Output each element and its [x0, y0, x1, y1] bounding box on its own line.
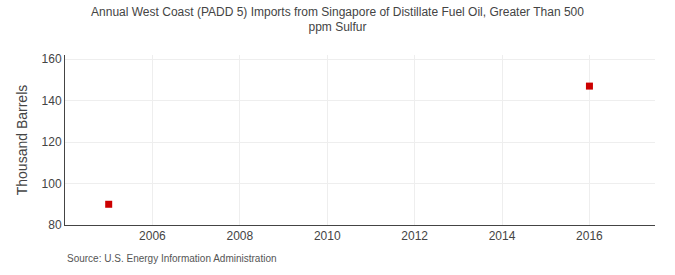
svg-text:2012: 2012: [401, 229, 428, 243]
svg-text:80: 80: [48, 218, 62, 232]
svg-text:Annual West Coast (PADD 5) Imp: Annual West Coast (PADD 5) Imports from …: [91, 5, 584, 35]
svg-text:2006: 2006: [139, 229, 166, 243]
svg-text:2014: 2014: [489, 229, 516, 243]
svg-text:160: 160: [42, 52, 62, 66]
svg-text:140: 140: [42, 94, 62, 108]
svg-text:120: 120: [42, 135, 62, 149]
svg-text:Source: U.S. Energy Informatio: Source: U.S. Energy Information Administ…: [67, 253, 277, 264]
svg-text:100: 100: [42, 177, 62, 191]
svg-text:2010: 2010: [314, 229, 341, 243]
svg-text:2008: 2008: [226, 229, 253, 243]
svg-text:Thousand Barrels: Thousand Barrels: [14, 85, 30, 196]
svg-text:2016: 2016: [576, 229, 603, 243]
